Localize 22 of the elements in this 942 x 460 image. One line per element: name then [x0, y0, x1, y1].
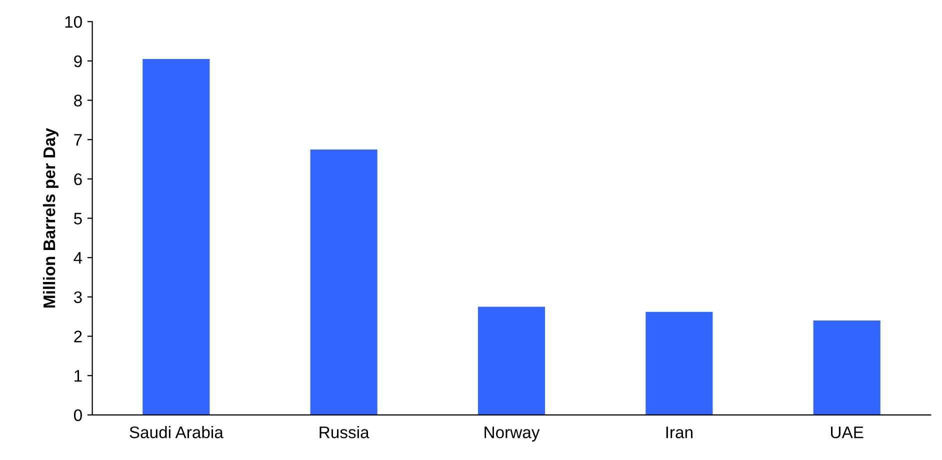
- y-tick-label: 2: [74, 330, 82, 342]
- y-tick-label: 7: [74, 134, 82, 146]
- y-tick-label: 1: [74, 370, 82, 382]
- bar: [646, 312, 713, 415]
- y-tick-label: 3: [74, 291, 82, 304]
- x-tick-label: Russia: [320, 426, 370, 438]
- y-tick-label: 6: [74, 173, 82, 186]
- x-tick-label: UAE: [831, 426, 864, 438]
- y-tick-label: 10: [65, 16, 82, 28]
- bar: [813, 320, 880, 415]
- y-axis-title: Million Barrels per Day: [42, 128, 58, 308]
- bar: [142, 58, 210, 415]
- y-tick-label: 5: [74, 212, 82, 224]
- x-tick-label: Norway: [484, 426, 540, 442]
- y-tick-label: 0: [74, 409, 82, 422]
- y-tick-label: 9: [74, 55, 82, 68]
- bar: [310, 149, 378, 415]
- y-tick-label: 8: [74, 94, 82, 106]
- bar: [478, 306, 546, 415]
- y-tick-label: 4: [74, 252, 82, 264]
- x-tick-label: Saudi Arabia: [130, 426, 224, 438]
- x-tick-label: Iran: [666, 426, 692, 438]
